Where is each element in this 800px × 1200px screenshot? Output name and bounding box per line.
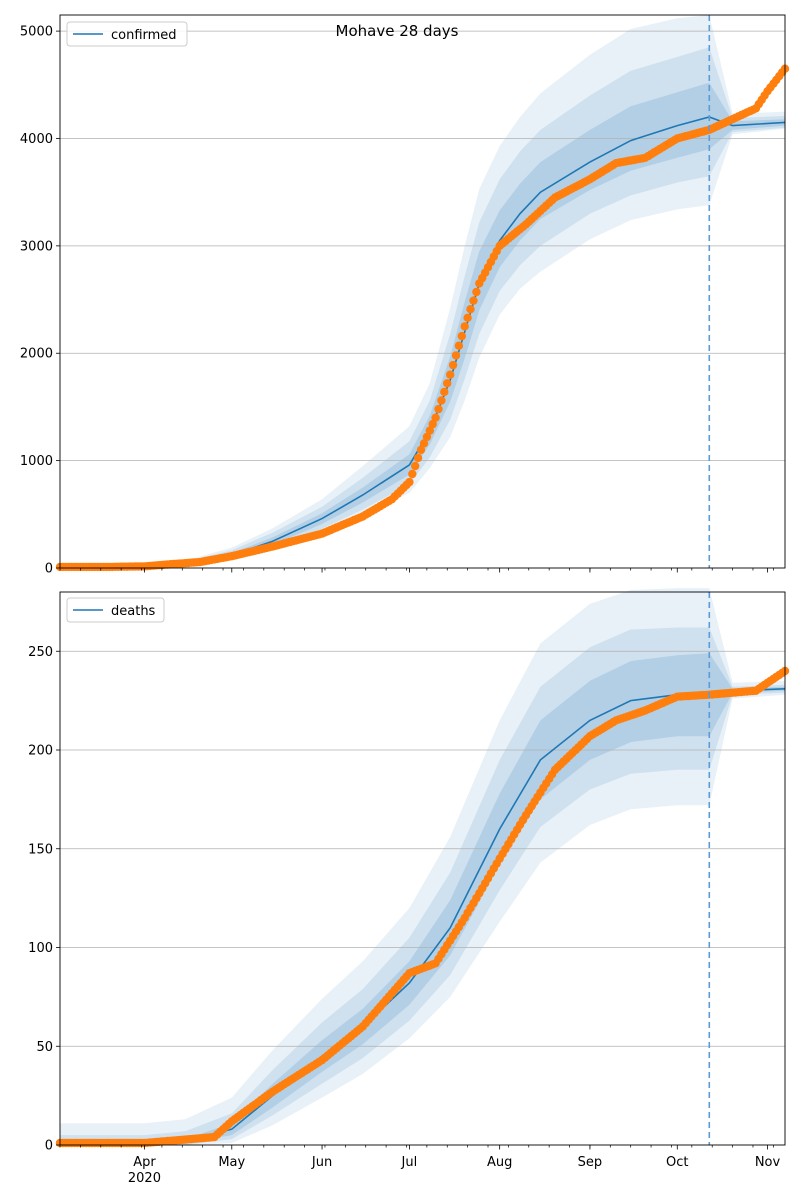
x-tick-label-1: May [218, 1155, 245, 1170]
observed-point [416, 445, 426, 455]
confirmed-x-ticks [59, 568, 774, 573]
x-tick-label-7: Nov [755, 1155, 781, 1170]
x-tick-label-3: Jul [401, 1155, 418, 1170]
legend-box [66, 21, 188, 47]
confirmed-gridlines [60, 30, 785, 462]
observed-point [454, 341, 464, 350]
y-tick-label-250: 250 [28, 645, 53, 660]
x-tick-label-4: Aug [487, 1155, 512, 1170]
confirmed-axes [59, 14, 786, 569]
chart-title: Mohave 28 days [336, 22, 459, 40]
x-tick-label-5: Sep [578, 1155, 603, 1170]
observed-point [434, 404, 443, 414]
observed-point [472, 287, 481, 297]
band-80-confirmed-panel [60, 47, 785, 567]
y-tick-label-2000: 2000 [20, 347, 53, 362]
band-95-confirmed-panel [60, 15, 785, 567]
y-tick-label-150: 150 [28, 842, 53, 857]
observed-point [457, 331, 466, 341]
y-tick-label-1000: 1000 [20, 454, 53, 469]
observed-point [413, 453, 423, 463]
observed-point [440, 387, 449, 397]
y-tick-label-200: 200 [28, 744, 53, 759]
confirmed-panel: 0 1000 2000 3000 4000 5000 Mohave 28 days con… [20, 14, 790, 577]
observed-point [466, 305, 475, 314]
x-tick-label-2: Jun [311, 1155, 332, 1170]
deaths-gridlines [60, 650, 785, 1047]
x-tick-label-6: Oct [666, 1155, 688, 1170]
observed-point [405, 477, 414, 487]
band-80-deaths-panel [60, 627, 785, 1145]
band-50-confirmed-panel [60, 82, 785, 567]
y-tick-label-0: 0 [45, 1139, 53, 1154]
y-tick-label-3000: 3000 [20, 239, 53, 254]
observed-point [431, 413, 440, 422]
deaths-axes [59, 591, 786, 1146]
y-tick-label-4000: 4000 [20, 132, 53, 147]
axes-frame [59, 591, 786, 1146]
x-tick-label-0: Apr [133, 1155, 156, 1170]
confirmed-observed-points [55, 64, 790, 572]
observed-point [411, 461, 420, 471]
confirmed-confidence-bands [60, 15, 785, 567]
legend-label-deaths: deaths [111, 604, 156, 619]
observed-point [408, 469, 417, 479]
x-tick-sublabel-year: 2020 [128, 1171, 161, 1186]
observed-point [437, 396, 446, 405]
observed-point [451, 351, 461, 360]
observed-point [443, 379, 452, 388]
y-tick-label-100: 100 [28, 941, 53, 956]
observed-point [425, 426, 434, 435]
deaths-y-ticks: 0 50 100 150 200 250 [28, 645, 60, 1154]
observed-point [448, 360, 458, 370]
observed-point [446, 370, 455, 379]
observed-point [419, 439, 429, 448]
observed-point [463, 313, 472, 322]
y-tick-label-50: 50 [36, 1040, 53, 1055]
observed-point [422, 432, 432, 442]
deaths-confidence-bands [60, 588, 785, 1145]
legend-box [66, 597, 165, 623]
observed-point [428, 419, 437, 429]
y-tick-label-0: 0 [45, 562, 53, 577]
axes-frame [59, 14, 786, 569]
deaths-legend: deaths [66, 597, 165, 623]
observed-point [469, 296, 478, 305]
confirmed-legend: confirmed [66, 21, 188, 47]
band-50-deaths-panel [60, 653, 785, 1143]
observed-point [460, 322, 469, 331]
legend-label-confirmed: confirmed [111, 28, 177, 43]
y-tick-label-5000: 5000 [20, 25, 53, 40]
confirmed-y-ticks: 0 1000 2000 3000 4000 5000 [20, 25, 60, 577]
